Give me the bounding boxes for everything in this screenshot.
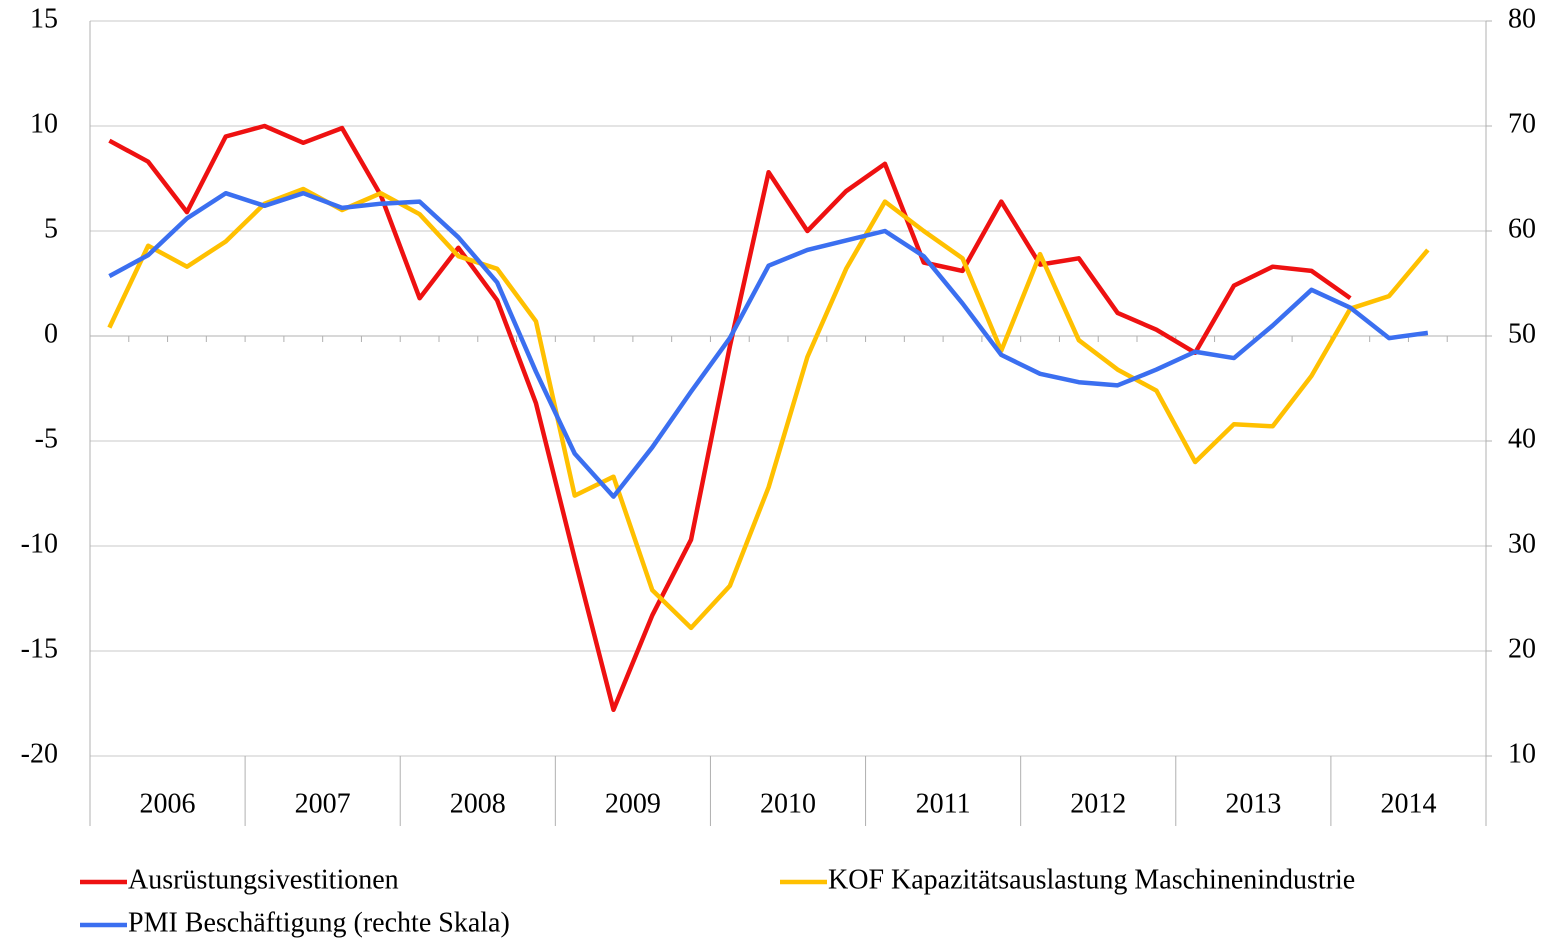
- y2-tick-label: 30: [1508, 528, 1536, 559]
- y2-tick-label: 40: [1508, 423, 1536, 454]
- y2-tick-label: 80: [1508, 3, 1536, 34]
- y2-tick-label: 50: [1508, 318, 1536, 349]
- x-tick-label: 2013: [1225, 788, 1281, 819]
- legend-label: KOF Kapazitätsauslastung Maschinenindust…: [828, 864, 1355, 895]
- series-line: [108, 190, 1429, 499]
- x-tick-label: 2006: [140, 788, 196, 819]
- legend-label: PMI Beschäftigung (rechte Skala): [128, 907, 510, 938]
- x-tick-label: 2012: [1070, 788, 1126, 819]
- y2-tick-label: 20: [1508, 633, 1536, 664]
- y-tick-label: 5: [44, 213, 58, 244]
- x-tick-label: 2007: [295, 788, 351, 819]
- x-tick-label: 2011: [916, 788, 971, 819]
- y-tick-label: -15: [21, 633, 58, 664]
- y2-tick-label: 70: [1508, 108, 1536, 139]
- y2-tick-label: 10: [1508, 738, 1536, 769]
- legend-label: Ausrüstungsivestitionen: [128, 864, 399, 895]
- x-tick-label: 2009: [605, 788, 661, 819]
- y-tick-label: 15: [30, 3, 58, 34]
- y-tick-label: 10: [30, 108, 58, 139]
- y-tick-label: 0: [44, 318, 58, 349]
- y-tick-label: -20: [21, 738, 58, 769]
- y-tick-label: -10: [21, 528, 58, 559]
- series-line: [108, 123, 1352, 713]
- y-tick-label: -5: [35, 423, 58, 454]
- x-tick-label: 2014: [1380, 788, 1436, 819]
- series-line: [107, 186, 1430, 631]
- x-tick-label: 2008: [450, 788, 506, 819]
- y2-tick-label: 60: [1508, 213, 1536, 244]
- x-tick-label: 2010: [760, 788, 816, 819]
